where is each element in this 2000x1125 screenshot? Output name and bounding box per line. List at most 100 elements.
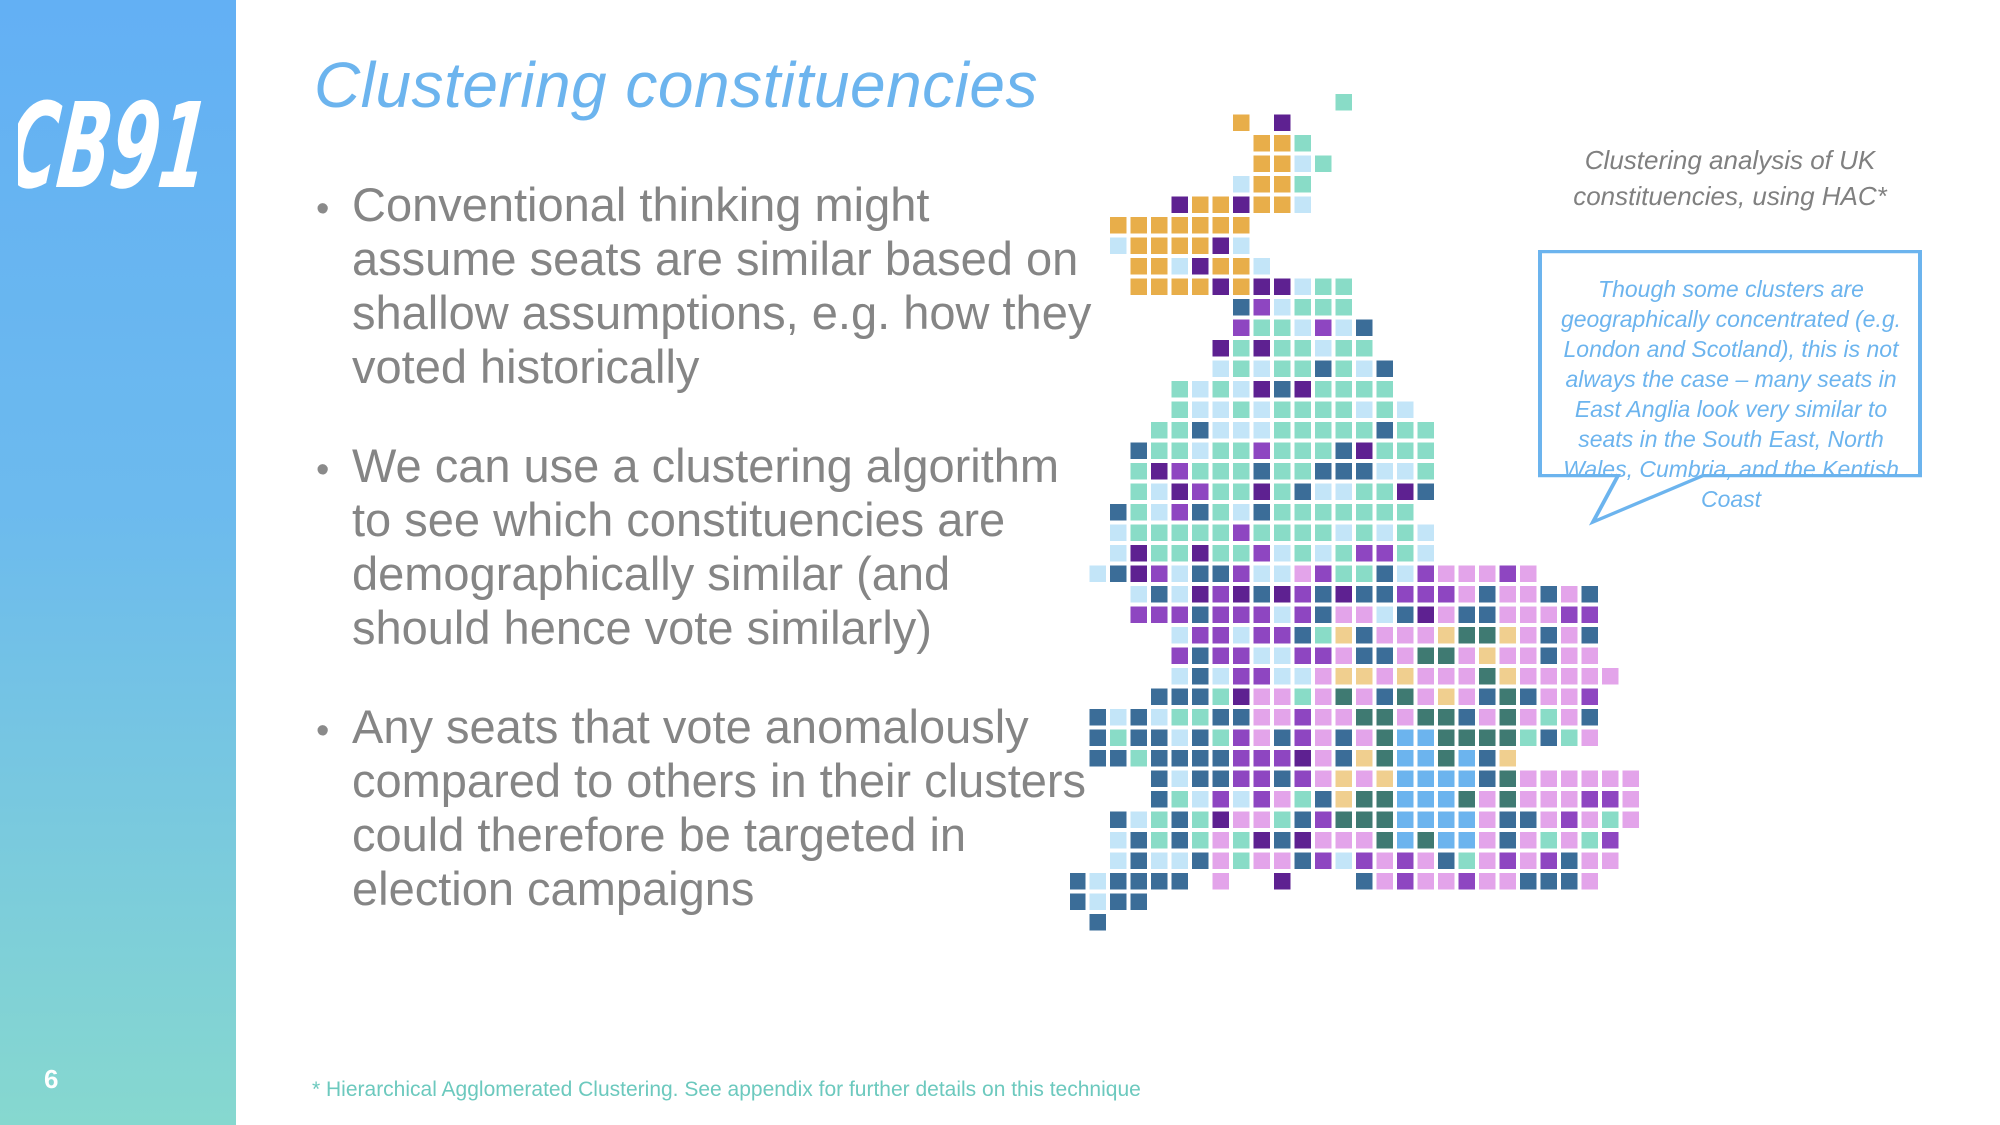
bullet-text: Conventional thinking might assume seats… xyxy=(352,178,1092,393)
constituency-cell xyxy=(1294,360,1311,377)
constituency-cell xyxy=(1212,237,1229,254)
constituency-cell xyxy=(1212,524,1229,541)
constituency-cell xyxy=(1438,811,1455,828)
constituency-cell xyxy=(1315,504,1332,521)
constituency-cell xyxy=(1397,873,1414,890)
constituency-cell xyxy=(1089,750,1106,767)
constituency-cell xyxy=(1315,360,1332,377)
constituency-cell xyxy=(1602,832,1619,849)
constituency-cell xyxy=(1212,606,1229,623)
constituency-cell xyxy=(1499,668,1516,685)
constituency-cell xyxy=(1458,791,1475,808)
constituency-cell xyxy=(1561,852,1578,869)
constituency-cell xyxy=(1274,627,1291,644)
constituency-cell xyxy=(1171,483,1188,500)
constituency-cell xyxy=(1151,258,1168,275)
constituency-cell xyxy=(1294,688,1311,705)
constituency-cell xyxy=(1171,852,1188,869)
constituency-cell xyxy=(1356,524,1373,541)
constituency-cell xyxy=(1376,852,1393,869)
constituency-cell xyxy=(1315,401,1332,418)
constituency-cell xyxy=(1458,770,1475,787)
constituency-cell xyxy=(1520,668,1537,685)
constituency-cell xyxy=(1540,586,1557,603)
constituency-cell xyxy=(1438,647,1455,664)
callout-text: Though some clusters are geographically … xyxy=(1560,276,1902,512)
constituency-cell xyxy=(1417,873,1434,890)
constituency-cell xyxy=(1622,811,1639,828)
constituency-cell xyxy=(1376,586,1393,603)
constituency-cell xyxy=(1253,832,1270,849)
constituency-cell xyxy=(1479,647,1496,664)
constituency-cell xyxy=(1253,483,1270,500)
constituency-cell xyxy=(1151,524,1168,541)
constituency-cell xyxy=(1110,832,1127,849)
constituency-cell xyxy=(1315,627,1332,644)
constituency-cell xyxy=(1315,299,1332,316)
constituency-cell xyxy=(1274,155,1291,172)
constituency-cell xyxy=(1335,565,1352,582)
constituency-cell xyxy=(1417,545,1434,562)
constituency-cell xyxy=(1499,852,1516,869)
constituency-cell xyxy=(1376,688,1393,705)
constituency-cell xyxy=(1315,319,1332,336)
constituency-cell xyxy=(1274,381,1291,398)
constituency-cell xyxy=(1376,709,1393,726)
constituency-cell xyxy=(1479,688,1496,705)
constituency-cell xyxy=(1130,463,1147,480)
constituency-cell xyxy=(1417,791,1434,808)
constituency-cell xyxy=(1315,750,1332,767)
constituency-cell xyxy=(1192,278,1209,295)
constituency-cell xyxy=(1192,483,1209,500)
constituency-cell xyxy=(1253,278,1270,295)
constituency-cell xyxy=(1212,340,1229,357)
constituency-cell xyxy=(1253,565,1270,582)
constituency-cell xyxy=(1151,545,1168,562)
constituency-cell xyxy=(1397,852,1414,869)
constituency-cell xyxy=(1192,401,1209,418)
constituency-cell xyxy=(1233,729,1250,746)
constituency-cell xyxy=(1622,770,1639,787)
constituency-cell xyxy=(1274,668,1291,685)
constituency-cell xyxy=(1376,442,1393,459)
constituency-cell xyxy=(1253,524,1270,541)
constituency-cell xyxy=(1294,852,1311,869)
constituency-cell xyxy=(1151,278,1168,295)
constituency-cell xyxy=(1479,586,1496,603)
constituency-cell xyxy=(1274,319,1291,336)
constituency-cell xyxy=(1192,688,1209,705)
constituency-cell xyxy=(1233,401,1250,418)
constituency-cell xyxy=(1253,606,1270,623)
bullet-item: • Any seats that vote anomalously compar… xyxy=(312,700,1092,916)
constituency-cell xyxy=(1417,483,1434,500)
constituency-cell xyxy=(1171,668,1188,685)
constituency-cell xyxy=(1253,422,1270,439)
constituency-cell xyxy=(1356,360,1373,377)
constituency-cell xyxy=(1438,668,1455,685)
constituency-cell xyxy=(1417,524,1434,541)
constituency-cell xyxy=(1253,811,1270,828)
constituency-cell xyxy=(1540,811,1557,828)
constituency-cell xyxy=(1089,565,1106,582)
constituency-cell xyxy=(1192,196,1209,213)
constituency-cell xyxy=(1520,770,1537,787)
constituency-cell xyxy=(1499,688,1516,705)
constituency-cell xyxy=(1335,668,1352,685)
constituency-cell xyxy=(1356,319,1373,336)
constituency-cell xyxy=(1397,401,1414,418)
constituency-cell xyxy=(1479,832,1496,849)
constituency-cell xyxy=(1110,852,1127,869)
constituency-cell xyxy=(1171,832,1188,849)
constituency-cell xyxy=(1110,504,1127,521)
constituency-cell xyxy=(1335,340,1352,357)
constituency-cell xyxy=(1520,606,1537,623)
constituency-cell xyxy=(1233,545,1250,562)
constituency-cell xyxy=(1151,832,1168,849)
constituency-cell xyxy=(1397,709,1414,726)
constituency-cell xyxy=(1171,258,1188,275)
constituency-cell xyxy=(1356,647,1373,664)
constituency-cell xyxy=(1130,483,1147,500)
constituency-cell xyxy=(1540,647,1557,664)
constituency-cell xyxy=(1376,504,1393,521)
constituency-cell xyxy=(1171,237,1188,254)
